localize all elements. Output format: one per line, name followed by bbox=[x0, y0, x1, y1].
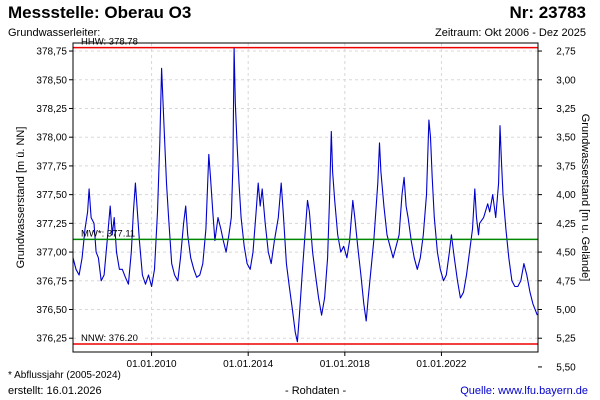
y-tick-label-right: 3,75 bbox=[556, 161, 576, 172]
plot-frame bbox=[72, 42, 539, 353]
x-tick-label: 01.01.2014 bbox=[223, 359, 273, 370]
y-axis-label-left: Grundwasserstand [m ü. NN] bbox=[15, 127, 27, 269]
reference-label-hhw: HHW: 378.78 bbox=[81, 37, 138, 48]
y-tick-label-left: 378,50 bbox=[36, 75, 67, 86]
y-tick-label-right: 2,75 bbox=[556, 47, 576, 58]
y-axis-label-right: Grundwasserstand [m u. Gelände] bbox=[579, 114, 591, 282]
station-title: Messstelle: Oberau O3 bbox=[8, 3, 192, 22]
x-tick-label: 01.01.2018 bbox=[320, 359, 370, 370]
y-tick-label-left: 376,75 bbox=[36, 276, 67, 287]
y-tick-label-right: 3,50 bbox=[556, 133, 576, 144]
reference-label-bg bbox=[79, 331, 143, 342]
y-tick-label-right: 4,25 bbox=[556, 219, 576, 230]
x-tick-label: 01.01.2022 bbox=[416, 359, 466, 370]
x-axis: 01.01.2010 01.01.2014 01.01.2018 01.01.2022 bbox=[127, 352, 467, 370]
y-tick-label-right: 4,75 bbox=[556, 276, 576, 287]
footnote: * Abflussjahr (2005-2024) bbox=[8, 370, 121, 381]
source-link[interactable]: Quelle: www.lfu.bayern.de bbox=[460, 385, 588, 397]
y-tick-label-left: 377,25 bbox=[36, 219, 67, 230]
y-tick-label-left: 378,25 bbox=[36, 104, 67, 115]
left-axis: 378,75 378,50 378,25 378,00 377,75 377,50 377,… bbox=[36, 47, 73, 345]
right-axis: 2,75 3,00 3,25 3,50 3,75 4,00 4,25 4,50 4,75 5,00… bbox=[538, 47, 576, 373]
y-tick-label-left: 377,00 bbox=[36, 248, 67, 259]
reference-label-nnw: NNW: 376.20 bbox=[81, 333, 138, 344]
y-tick-label-left: 378,75 bbox=[36, 47, 67, 58]
aquifer-label: Grundwasserleiter: bbox=[8, 27, 101, 39]
y-tick-label-right: 5,25 bbox=[556, 334, 576, 345]
y-tick-label-left: 376,50 bbox=[36, 305, 67, 316]
y-tick-label-right: 4,50 bbox=[556, 248, 576, 259]
grid bbox=[73, 43, 538, 352]
y-tick-label-right: 5,00 bbox=[556, 305, 576, 316]
raw-data-note: - Rohdaten - bbox=[285, 385, 347, 397]
y-tick-label-right: 4,00 bbox=[556, 190, 576, 201]
period-label: Zeitraum: Okt 2006 - Dez 2025 bbox=[434, 27, 586, 39]
reference-lines: HHW: 378.78 MW*: 377.11 NNW: 376.20 bbox=[73, 35, 538, 345]
groundwater-level-line bbox=[72, 47, 538, 343]
y-tick-label-right: 3,00 bbox=[556, 75, 576, 86]
x-tick-label: 01.01.2010 bbox=[127, 359, 177, 370]
station-number: Nr: 23783 bbox=[509, 3, 586, 22]
y-tick-label-left: 377,75 bbox=[36, 161, 67, 172]
y-tick-label-left: 377,50 bbox=[36, 190, 67, 201]
created-date: erstellt: 16.01.2026 bbox=[8, 385, 102, 397]
reference-label-mw: MW*: 377.11 bbox=[81, 228, 135, 239]
series bbox=[72, 47, 538, 343]
y-tick-label-right: 3,25 bbox=[556, 104, 576, 115]
reference-label-bg bbox=[79, 35, 143, 46]
y-tick-label-left: 378,00 bbox=[36, 133, 67, 144]
y-tick-label-right: 5,50 bbox=[556, 362, 576, 373]
y-tick-label-left: 376,25 bbox=[36, 334, 67, 345]
